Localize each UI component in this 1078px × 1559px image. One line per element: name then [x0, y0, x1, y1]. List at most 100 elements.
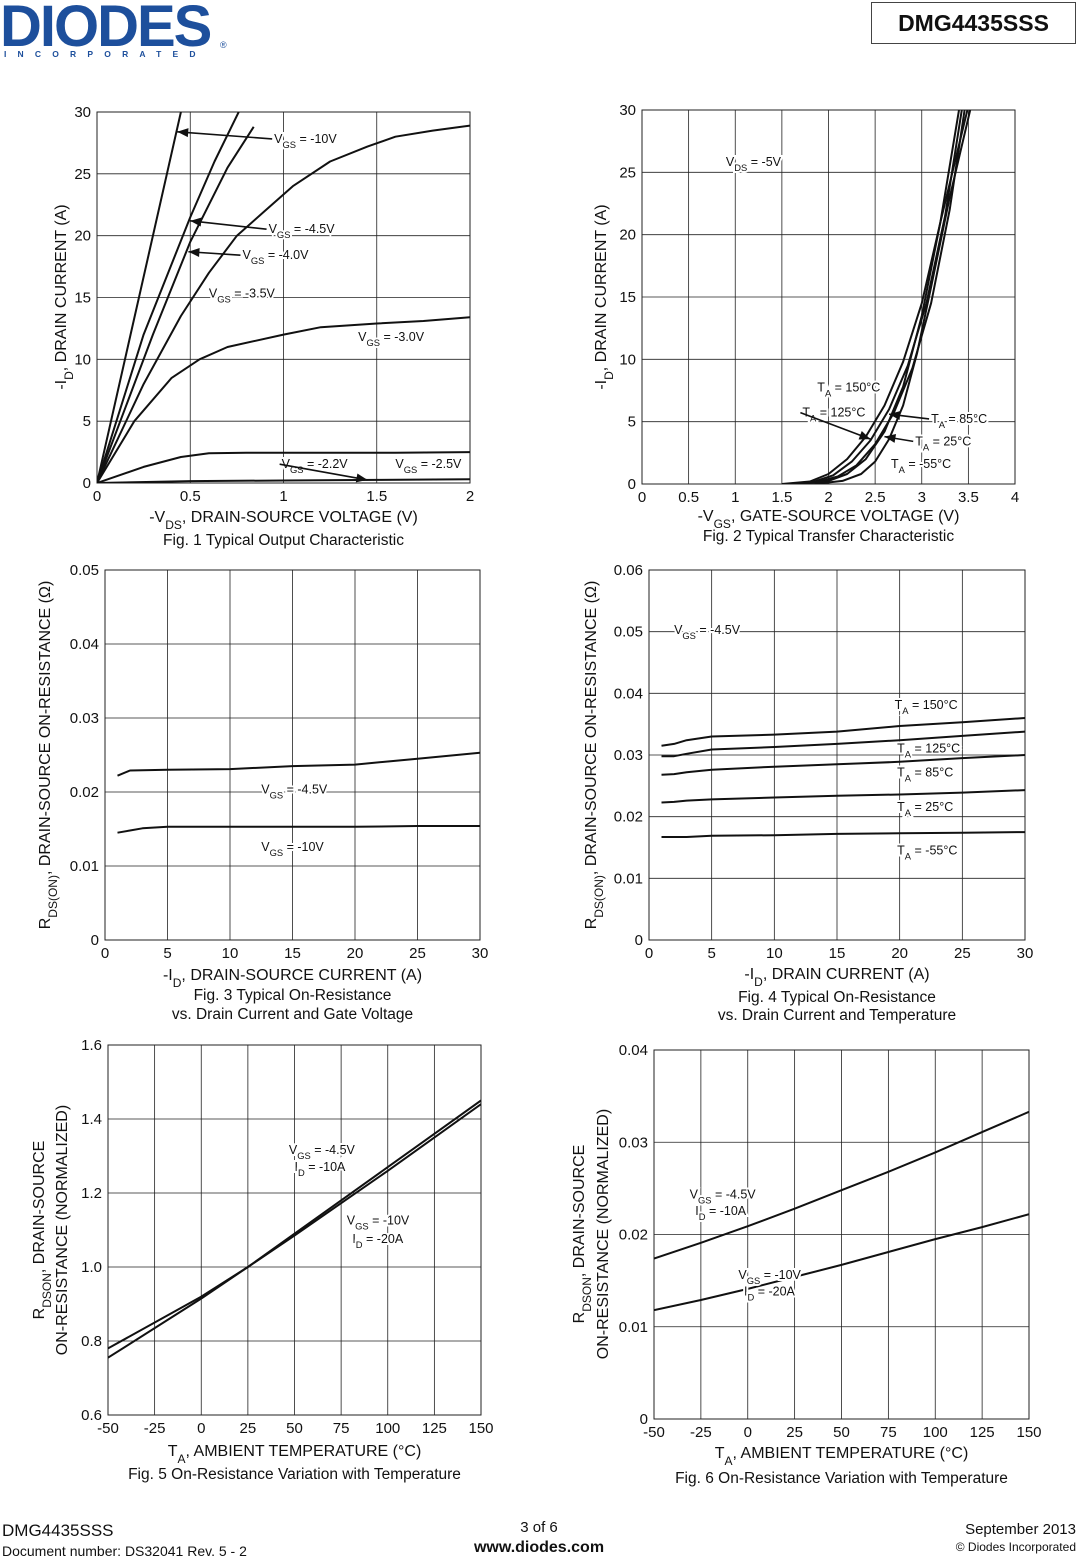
- fig6-annotation: VGS = -4.5V: [690, 1188, 757, 1206]
- fig5-plot-frame: [107, 1044, 482, 1416]
- fig5-xtick-label: 25: [240, 1420, 257, 1437]
- fig2-annotation: TA = 125°C: [802, 406, 865, 424]
- fig5-annotation: VGS = -10V: [347, 1213, 410, 1231]
- fig2-xtick-label: 4: [1011, 489, 1019, 506]
- fig2-chart: 0 0.5 1 1.5 2 2.5 3 3.5 4 0 5 10 15 20 25 30 -VGS, GATE-…: [593, 102, 1019, 545]
- fig1-ytick-label: 15: [74, 290, 91, 307]
- fig5-xtick-label: 50: [286, 1420, 303, 1437]
- fig4-series-line-0: [661, 717, 1025, 747]
- fig1-series-line-4: [97, 316, 470, 483]
- fig2-xtick-label: 0.5: [678, 489, 699, 506]
- fig1-ytick-label: 5: [83, 413, 91, 430]
- fig6-xtick-label: 50: [833, 1424, 850, 1441]
- fig2-xtick-label: 2.5: [865, 489, 886, 506]
- fig5-annotation: ID = -20A: [352, 1232, 404, 1250]
- fig5-xtick-label: 75: [333, 1420, 350, 1437]
- fig1-series-line-6: [97, 478, 470, 483]
- fig2-series-line-4: [814, 110, 972, 484]
- fig5-series-line-1: [108, 1099, 481, 1359]
- fig2-series-line-0: [781, 110, 960, 484]
- fig5-caption: Fig. 5 On-Resistance Variation with Temp…: [128, 1466, 461, 1483]
- fig1-annotation: VGS = -10V: [274, 132, 337, 150]
- fig1-annotation-arrow: [279, 463, 368, 481]
- fig2-annotation: VDS = -5V: [726, 155, 782, 173]
- fig2-ytick-label: 30: [619, 102, 636, 119]
- fig2-arrowhead: [889, 411, 901, 420]
- fig6-y-axis-label: RDSON, DRAIN-SOURCE: [571, 1145, 594, 1324]
- fig1-arrowhead: [190, 217, 202, 227]
- fig1-xtick-label: 0.5: [180, 488, 201, 505]
- fig4-xtick-label: 30: [1017, 945, 1034, 962]
- fig5-ytick-label: 1.2: [81, 1185, 102, 1202]
- fig5-xtick-label: 125: [422, 1420, 447, 1437]
- fig4-series-line-4: [661, 831, 1025, 838]
- fig6-xtick-label: 75: [880, 1424, 897, 1441]
- fig4-ytick-label: 0.03: [614, 747, 643, 764]
- fig2-xtick-label: 3.5: [958, 489, 979, 506]
- fig4-series-line-3: [661, 789, 1025, 804]
- fig4-y-axis-label: RDS(ON), DRAIN-SOURCE ON-RESISTANCE (Ω): [583, 581, 606, 930]
- fig6-series-line-1: [654, 1213, 1029, 1312]
- fig2-ytick-label: 25: [619, 164, 636, 181]
- fig4-annotation: TA = 125°C: [897, 742, 960, 760]
- fig6-xtick-label: 150: [1016, 1424, 1041, 1441]
- fig4-caption: Fig. 4 Typical On-Resistance: [738, 989, 936, 1006]
- fig3-xtick-label: 25: [409, 945, 426, 962]
- fig3-ytick-label: 0.04: [70, 636, 99, 653]
- fig2-arrowhead: [884, 433, 897, 443]
- fig3-chart: 0 5 10 15 20 25 30 0 0.01 0.02 0.03 0.04 0.05 -ID, DR…: [37, 562, 488, 1023]
- fig1-annotation-arrow: [190, 220, 267, 230]
- fig4-ytick-label: 0.04: [614, 685, 643, 702]
- fig4-xtick-label: 25: [954, 945, 971, 962]
- fig5-y-axis-label-2: ON-RESISTANCE (NORMALIZED): [54, 1105, 71, 1355]
- fig1-xtick-label: 0: [93, 488, 101, 505]
- fig3-xtick-label: 10: [222, 945, 239, 962]
- fig1-annotation: VGS = -2.5V: [395, 457, 462, 475]
- fig4-caption: vs. Drain Current and Temperature: [718, 1007, 956, 1024]
- fig4-xtick-label: 10: [766, 945, 783, 962]
- fig4-series-line-2: [661, 754, 1025, 776]
- fig2-xtick-label: 2: [824, 489, 832, 506]
- fig6-series-line-0: [654, 1110, 1029, 1260]
- fig2-xtick-label: 3: [918, 489, 926, 506]
- fig3-xtick-label: 15: [284, 945, 301, 962]
- fig2-series-line-2: [791, 110, 966, 484]
- fig4-ytick-label: 0.02: [614, 809, 643, 826]
- fig6-annotation: ID = -10A: [695, 1204, 747, 1222]
- fig4-annotation: TA = -55°C: [897, 843, 957, 861]
- fig5-xtick-label: 0: [197, 1420, 205, 1437]
- footer-page: 3 of 6: [520, 1519, 558, 1536]
- fig5-y-axis-label: RDSON, DRAIN-SOURCE: [31, 1141, 54, 1320]
- fig5-annotation: ID = -10A: [295, 1160, 347, 1178]
- fig2-arrowhead: [858, 431, 871, 440]
- fig4-xtick-label: 20: [891, 945, 908, 962]
- fig6-ytick-label: 0.03: [619, 1134, 648, 1151]
- footer-website[interactable]: www.diodes.com: [473, 1539, 605, 1556]
- fig1-ytick-label: 0: [83, 475, 91, 492]
- fig2-x-axis-label: -VGS, GATE-SOURCE VOLTAGE (V): [698, 508, 960, 531]
- fig2-series-line-3: [800, 110, 969, 484]
- fig6-plot-frame: [653, 1049, 1030, 1420]
- fig2-xtick-label: 1: [731, 489, 739, 506]
- fig5-xtick-label: -50: [97, 1420, 119, 1437]
- fig5-xtick-label: 100: [375, 1420, 400, 1437]
- fig4-chart: 0 5 10 15 20 25 30 0 0.01 0.02 0.03 0.04 0.05 0.06 -ID…: [583, 562, 1033, 1024]
- fig6-chart: -50 -25 0 25 50 75 100 125 150 0 0.01 0.02 0.03 0.04 T…: [571, 1042, 1042, 1487]
- fig2-plot-frame: [641, 109, 1016, 485]
- fig3-xtick-label: 30: [472, 945, 489, 962]
- footer-date: September 2013: [965, 1521, 1076, 1538]
- fig1-annotation: VGS = -4.5V: [269, 222, 336, 240]
- logo-subtitle: INCORPORATED: [4, 49, 207, 59]
- fig1-series-line-3: [97, 124, 470, 483]
- fig1-ytick-label: 25: [74, 166, 91, 183]
- fig2-ytick-label: 5: [628, 414, 636, 431]
- fig4-annotation: TA = 85°C: [897, 766, 953, 784]
- fig5-ytick-label: 0.6: [81, 1407, 102, 1424]
- fig4-annotation: TA = 150°C: [895, 698, 958, 716]
- fig6-annotation: ID = -20A: [744, 1284, 796, 1302]
- fig3-ytick-label: 0.03: [70, 710, 99, 727]
- fig3-ytick-label: 0.02: [70, 784, 99, 801]
- fig6-annotation: VGS = -10V: [738, 1268, 801, 1286]
- fig5-ytick-label: 0.8: [81, 1333, 102, 1350]
